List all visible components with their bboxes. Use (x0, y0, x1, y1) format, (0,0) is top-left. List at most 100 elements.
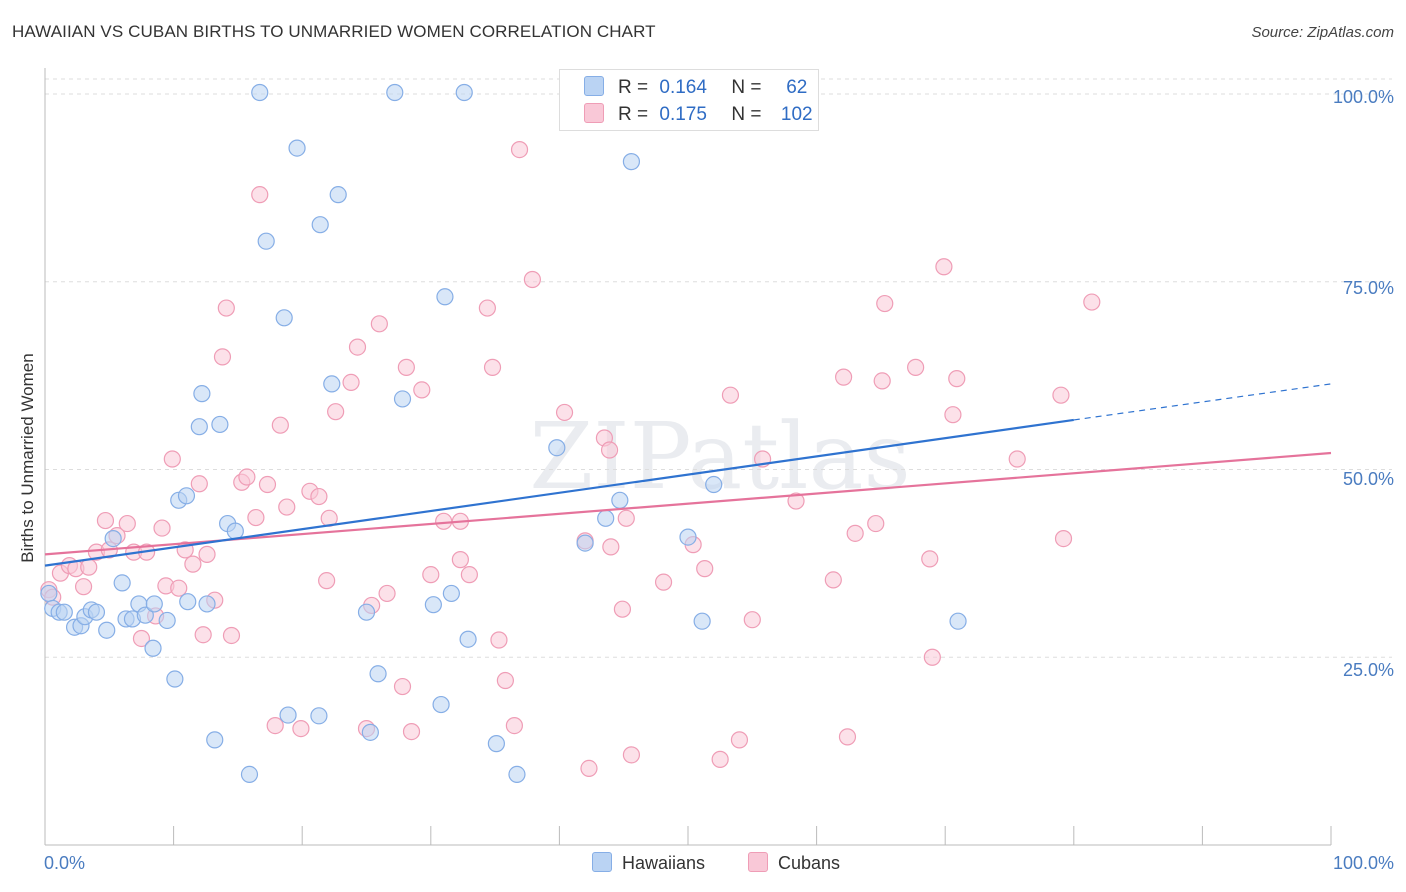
cubans-point (198, 545, 216, 563)
hawaiians-point (432, 695, 450, 714)
hawaiians-point (98, 621, 116, 639)
cubans-point (96, 511, 115, 530)
hawaiians-point (179, 593, 197, 611)
r-label: R = (618, 104, 649, 125)
cubans-point (266, 716, 284, 735)
cubans-point (213, 348, 232, 366)
cubans-point (478, 299, 496, 317)
hawaiians-point (251, 83, 269, 102)
r-value: 0.164 (659, 77, 707, 98)
cubans-point (948, 370, 966, 388)
legend-row-cubans: R = 0.175 N = 102 (584, 103, 821, 125)
cubans-point (163, 450, 181, 468)
cubans-point (876, 294, 894, 313)
n-value: 102 (780, 104, 813, 125)
hawaiians-point (145, 595, 163, 613)
cubans-point (222, 626, 241, 645)
watermark: ZIPatlas (529, 403, 910, 510)
cubans-point (696, 560, 714, 578)
hawaiians-point (279, 706, 297, 724)
hawaiians-point (597, 509, 615, 527)
cubans-point (602, 538, 620, 556)
hawaiians-point (508, 765, 526, 784)
cubans-point (907, 358, 925, 376)
chart-title: HAWAIIAN VS CUBAN BIRTHS TO UNMARRIED WO… (12, 22, 656, 41)
legend-label: Hawaiians (622, 853, 706, 873)
cubans-point (787, 492, 805, 510)
cubans-point (397, 358, 415, 376)
hawaiians-point (455, 83, 473, 102)
cubans-point (80, 558, 98, 576)
hawaiians-point (548, 439, 566, 457)
cubans-point (711, 750, 729, 768)
cubans-point (190, 475, 208, 493)
source-label: Source: ZipAtlas.com (1251, 24, 1394, 41)
hawaiians-point (87, 603, 106, 621)
cubans-point (613, 600, 632, 618)
hawaiians-trend-line (44, 418, 1074, 567)
legend-row-hawaiians: R = 0.164 N = 62 (584, 76, 821, 98)
cubans-point (846, 524, 864, 542)
hawaiians-point (257, 232, 275, 250)
cubans-point (743, 611, 761, 629)
hawaiians-swatch (584, 76, 604, 96)
cubans-point (730, 731, 749, 749)
cubans-point (460, 566, 478, 584)
cubans-point (496, 671, 514, 690)
cubans-point (835, 368, 853, 386)
hawaiians-points (40, 83, 967, 784)
cubans-point (923, 648, 941, 666)
hawaiians-point (323, 375, 341, 393)
cubans-point (348, 338, 367, 356)
cubans-point (74, 578, 93, 596)
x-tick-label: 0.0% (44, 853, 86, 873)
hawaiians-point (40, 584, 58, 603)
cubans-swatch (748, 852, 768, 872)
cubans-point (1008, 450, 1026, 468)
hawaiians-point (311, 216, 329, 234)
hawaiians-point (206, 731, 224, 749)
hawaiians-point (113, 574, 131, 592)
n-label: N = (731, 77, 762, 98)
cubans-point (310, 487, 328, 506)
axes (44, 68, 1332, 846)
hawaiians-point (424, 596, 442, 614)
hawaiians-point (198, 595, 216, 613)
cubans-point (1083, 293, 1101, 311)
cubans-point (1054, 529, 1073, 548)
hawaiians-point (193, 385, 211, 403)
cubans-point (654, 573, 673, 591)
cubans-point (217, 299, 235, 317)
hawaiians-point (436, 288, 454, 306)
y-tick-label: 75.0% (1342, 278, 1394, 298)
hawaiians-point (144, 639, 162, 657)
hawaiians-point (369, 665, 387, 683)
hawaiians-point (275, 309, 293, 327)
cubans-point (622, 746, 641, 764)
y-tick-label: 50.0% (1342, 469, 1394, 489)
cubans-point (935, 258, 953, 276)
cubans-point (393, 677, 412, 696)
cubans-point (378, 584, 396, 603)
hawaiians-point (158, 611, 176, 630)
hawaiians-trend-extension (1073, 383, 1332, 421)
cubans-point (451, 551, 469, 569)
hawaiians-point (576, 534, 594, 552)
hawaiians-point (705, 475, 723, 494)
hawaiians-point (693, 612, 711, 630)
hawaiians-point (622, 153, 641, 171)
cubans-point (251, 186, 269, 204)
y-tick-label: 100.0% (1332, 87, 1394, 107)
cubans-point (824, 571, 842, 589)
cubans-point (721, 386, 740, 404)
cubans-point (413, 381, 431, 399)
hawaiians-point (177, 487, 196, 505)
cubans-point (505, 716, 523, 735)
grid-lines (45, 78, 1392, 658)
cubans-point (118, 514, 136, 533)
n-label: N = (731, 104, 762, 125)
cubans-swatch (584, 103, 604, 123)
cubans-point (194, 626, 212, 644)
cubans-point (838, 728, 857, 746)
